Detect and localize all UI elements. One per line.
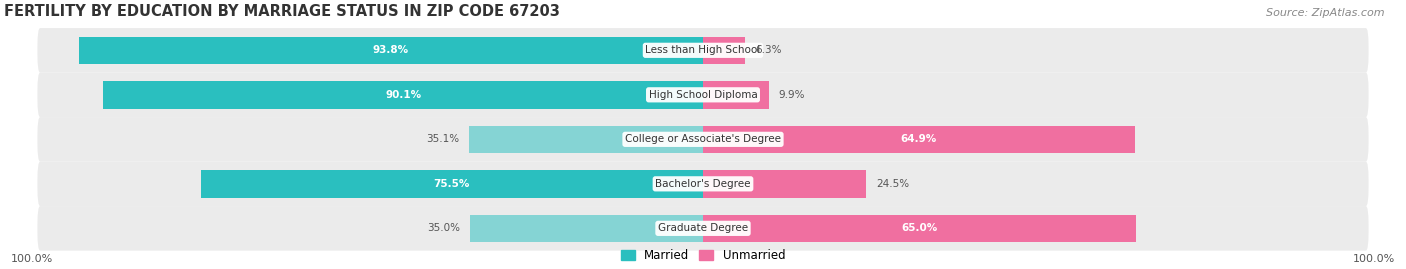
- Bar: [703, 37, 745, 64]
- FancyBboxPatch shape: [38, 162, 1368, 206]
- Text: 24.5%: 24.5%: [876, 179, 910, 189]
- Text: High School Diploma: High School Diploma: [648, 90, 758, 100]
- Text: 100.0%: 100.0%: [11, 254, 53, 264]
- Bar: [103, 81, 703, 109]
- Bar: [703, 215, 1136, 242]
- Text: 35.1%: 35.1%: [426, 134, 460, 144]
- Text: FERTILITY BY EDUCATION BY MARRIAGE STATUS IN ZIP CODE 67203: FERTILITY BY EDUCATION BY MARRIAGE STATU…: [4, 4, 560, 19]
- Bar: [201, 170, 703, 198]
- FancyBboxPatch shape: [38, 206, 1368, 251]
- Text: 100.0%: 100.0%: [1353, 254, 1395, 264]
- Bar: [703, 81, 769, 109]
- Text: College or Associate's Degree: College or Associate's Degree: [626, 134, 780, 144]
- Bar: [703, 170, 866, 198]
- Text: Source: ZipAtlas.com: Source: ZipAtlas.com: [1267, 8, 1385, 18]
- Text: Bachelor's Degree: Bachelor's Degree: [655, 179, 751, 189]
- Text: 65.0%: 65.0%: [901, 223, 938, 233]
- Text: 6.3%: 6.3%: [755, 45, 782, 55]
- Text: 9.9%: 9.9%: [779, 90, 806, 100]
- Text: 64.9%: 64.9%: [901, 134, 936, 144]
- FancyBboxPatch shape: [38, 73, 1368, 117]
- Text: 93.8%: 93.8%: [373, 45, 409, 55]
- Text: Graduate Degree: Graduate Degree: [658, 223, 748, 233]
- FancyBboxPatch shape: [38, 28, 1368, 73]
- Bar: [470, 126, 703, 153]
- Bar: [703, 126, 1135, 153]
- Text: 35.0%: 35.0%: [427, 223, 460, 233]
- Bar: [79, 37, 703, 64]
- Bar: [470, 215, 703, 242]
- Legend: Married, Unmarried: Married, Unmarried: [616, 244, 790, 267]
- FancyBboxPatch shape: [38, 117, 1368, 162]
- Text: Less than High School: Less than High School: [645, 45, 761, 55]
- Text: 90.1%: 90.1%: [385, 90, 422, 100]
- Text: 75.5%: 75.5%: [433, 179, 470, 189]
